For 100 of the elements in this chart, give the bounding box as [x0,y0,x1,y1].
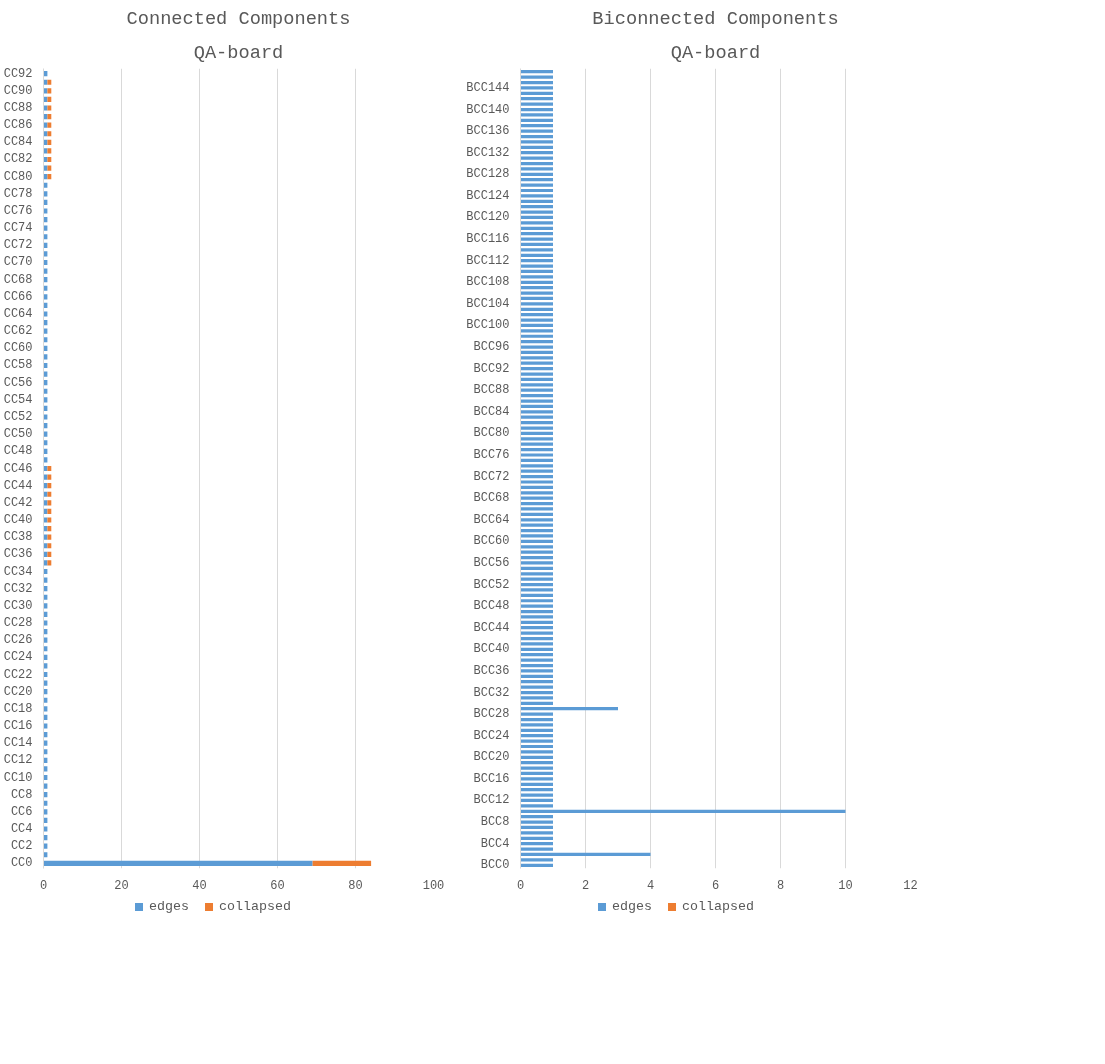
bar [520,296,553,301]
y-tick-label: CC12 [3,753,33,768]
bar [43,826,48,832]
bar [520,518,553,522]
bar [520,491,553,495]
bar [520,415,553,419]
bar [520,561,553,565]
bar [520,447,553,452]
bar [520,658,553,662]
bar [520,496,553,500]
y-tick-label: BCC112 [466,253,510,268]
legend-label: edges [148,898,189,914]
bar [520,356,553,360]
bar [47,105,52,111]
bar [520,188,553,193]
y-tick-label: CC48 [3,444,33,459]
bar [520,545,553,549]
bar [43,311,48,317]
bar [47,508,52,514]
bar [43,860,313,866]
bar [520,663,553,668]
bar [520,340,553,344]
bar [520,442,553,446]
bar [520,852,651,857]
y-tick-label: CC10 [3,770,33,785]
y-tick-label: BCC40 [473,642,510,657]
y-tick-label: CC50 [3,427,33,442]
y-tick-label: BCC116 [466,232,510,247]
bar [520,329,553,333]
bar [520,534,553,538]
bar [520,183,553,187]
bar [43,517,48,523]
bar [520,599,553,603]
bar [520,129,553,133]
bar [520,626,553,630]
bar [520,528,553,533]
bar [520,372,553,376]
bar [520,70,553,74]
y-tick-label: BCC8 [480,815,510,830]
bar [43,723,48,729]
bar [520,701,553,705]
bar [520,97,553,101]
bar [520,307,553,311]
bar [520,367,553,371]
bar [520,275,553,279]
y-tick-label: CC76 [3,203,33,218]
bar [520,167,553,171]
y-tick-label: CC30 [3,598,33,613]
bar [520,863,553,867]
bar [520,793,553,797]
bar [520,437,553,441]
bar [520,685,553,689]
bar [520,156,553,160]
bar [520,480,553,484]
bar [520,264,553,268]
bar [520,318,553,322]
bar [520,210,553,214]
bar [520,232,553,236]
legend-label: edges [611,898,652,914]
y-tick-label: BCC68 [473,491,510,506]
x-tick-label: 4 [646,878,655,893]
y-tick-label: BCC76 [473,448,510,462]
y-tick-label: CC70 [3,255,33,270]
bar [520,734,553,738]
bar [520,566,553,570]
bar [520,323,553,328]
bar [47,543,52,549]
bar [47,560,52,566]
bar [520,631,553,635]
bar [520,426,553,430]
y-tick-label: BCC52 [473,577,510,592]
bar [43,105,48,111]
bar [520,237,553,241]
bar [520,717,553,722]
y-tick-label: BCC44 [473,620,510,635]
y-tick-label: BCC132 [466,145,510,160]
y-tick-label: CC32 [3,581,33,596]
bar [520,620,553,624]
y-tick-label: BCC88 [473,383,510,398]
bar [47,96,52,102]
bar [520,302,553,306]
bar [520,458,553,463]
bar [520,107,553,112]
y-tick-label: CC86 [3,118,33,133]
bar [520,253,553,257]
bar [520,847,553,851]
x-tick-label: 60 [270,878,285,893]
bar [520,674,553,678]
x-tick-label: 100 [422,878,445,893]
bar [520,539,553,543]
bar [47,500,52,506]
y-tick-label: BCC0 [480,858,510,873]
bar [520,804,553,808]
bar [520,842,553,846]
y-tick-label: CC80 [3,169,33,184]
bar [520,404,553,409]
y-tick-label: CC26 [3,633,33,648]
y-tick-label: CC24 [3,650,33,665]
x-tick-label: 2 [581,878,590,893]
bar [520,858,553,862]
